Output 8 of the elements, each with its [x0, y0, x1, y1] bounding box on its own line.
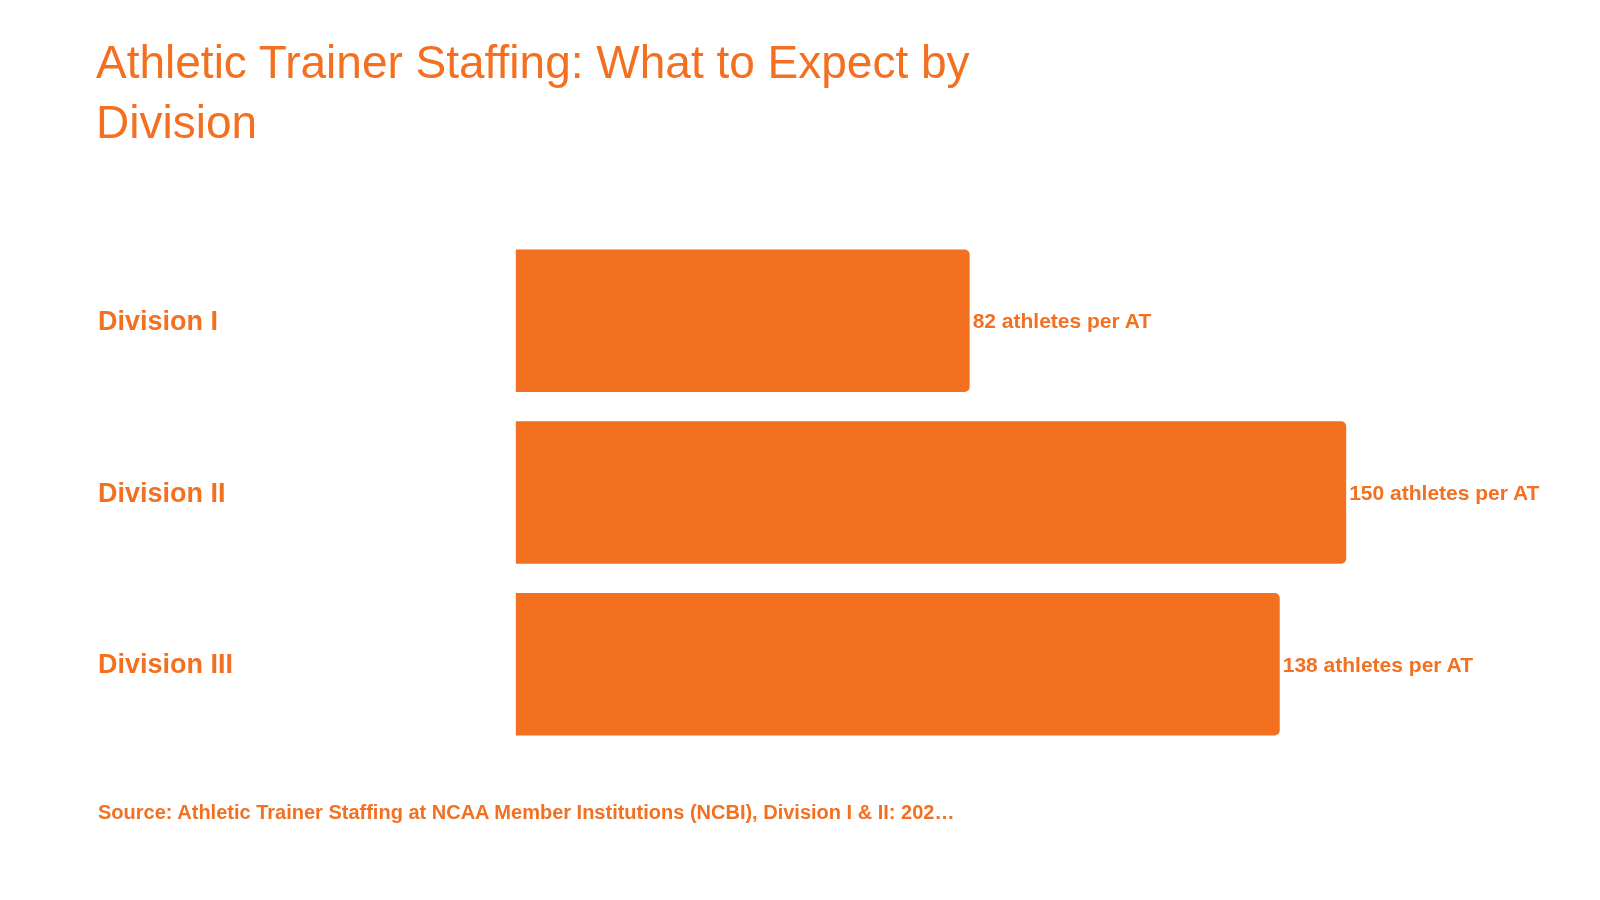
source-note: Source: Athletic Trainer Staffing at NCAA Member Institutions (NCBI), Division I & II: 202…: [98, 801, 955, 823]
y-tick-label: Division I: [98, 306, 219, 336]
chart-title: Athletic Trainer Staffing: What to Expect by Division: [96, 36, 970, 148]
data-label: 138 athletes per AT: [1282, 652, 1474, 676]
y-tick-label: Division II: [98, 478, 226, 508]
data-label: 150 athletes per AT: [1349, 481, 1540, 504]
y-tick-label: Division III: [98, 649, 234, 679]
data-label: 82 athletes per AT: [972, 309, 1152, 333]
